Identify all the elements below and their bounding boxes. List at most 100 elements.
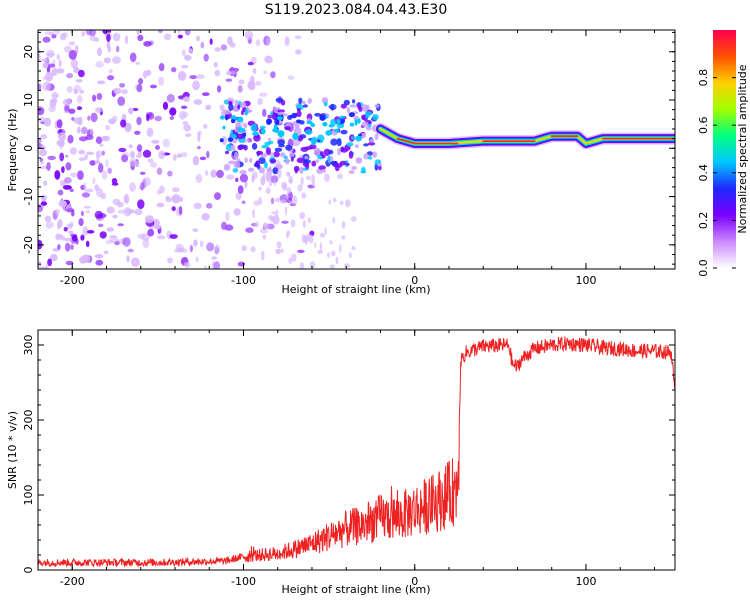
transition-blob bbox=[304, 156, 309, 160]
noise-blob bbox=[97, 223, 104, 228]
streak-blob bbox=[337, 174, 340, 179]
noise-blob bbox=[142, 238, 150, 249]
noise-blob bbox=[131, 257, 140, 267]
noise-blob bbox=[107, 75, 115, 81]
transition-blob bbox=[272, 167, 279, 175]
noise-blob bbox=[57, 189, 64, 196]
noise-blob bbox=[45, 71, 54, 82]
noise-blob bbox=[71, 234, 78, 242]
transition-blob bbox=[244, 108, 248, 116]
noise-blob bbox=[73, 117, 81, 124]
noise-blob bbox=[170, 67, 177, 73]
noise-blob bbox=[177, 34, 183, 39]
noise-blob bbox=[38, 83, 42, 91]
noise-blob bbox=[211, 256, 217, 260]
streak-blob bbox=[328, 199, 331, 205]
noise-blob bbox=[193, 202, 202, 210]
transition-blob bbox=[232, 129, 236, 135]
noise-blob bbox=[270, 71, 276, 79]
streak-blob bbox=[331, 250, 336, 257]
noise-blob bbox=[143, 41, 152, 47]
noise-blob bbox=[127, 248, 134, 253]
noise-blob bbox=[250, 246, 256, 253]
noise-blob bbox=[203, 265, 208, 269]
noise-blob bbox=[96, 93, 103, 100]
noise-blob bbox=[82, 226, 89, 237]
noise-blob bbox=[40, 201, 48, 206]
noise-blob bbox=[231, 70, 236, 75]
streak-blob bbox=[307, 217, 312, 224]
noise-blob bbox=[202, 92, 210, 96]
noise-blob bbox=[90, 112, 98, 123]
streak-blob bbox=[287, 172, 291, 177]
noise-blob bbox=[101, 170, 108, 180]
noise-blob bbox=[65, 162, 72, 171]
noise-blob bbox=[197, 130, 203, 136]
colorbar-tick-label: 0.0 bbox=[697, 259, 710, 277]
transition-blob bbox=[363, 153, 370, 160]
transition-blob bbox=[351, 166, 357, 170]
noise-blob bbox=[94, 184, 99, 191]
transition-blob bbox=[261, 144, 269, 149]
noise-blob bbox=[165, 197, 173, 203]
noise-blob bbox=[78, 69, 85, 78]
noise-blob bbox=[247, 61, 254, 66]
noise-blob bbox=[65, 260, 74, 266]
noise-blob bbox=[95, 136, 103, 144]
noise-blob bbox=[105, 239, 114, 245]
transition-blob bbox=[277, 109, 285, 113]
noise-blob bbox=[85, 240, 90, 247]
transition-blob bbox=[368, 141, 376, 146]
streak-blob bbox=[266, 176, 271, 183]
noise-blob bbox=[128, 107, 134, 115]
x-tick-label: -200 bbox=[60, 274, 85, 287]
noise-blob bbox=[71, 210, 75, 217]
noise-blob bbox=[101, 150, 105, 156]
noise-blob bbox=[189, 244, 193, 253]
noise-blob bbox=[117, 223, 124, 227]
noise-blob bbox=[140, 181, 145, 191]
transition-blob bbox=[299, 166, 304, 175]
streak-blob bbox=[324, 227, 327, 236]
noise-blob bbox=[59, 143, 63, 150]
noise-blob bbox=[134, 160, 139, 167]
transition-blob bbox=[361, 121, 369, 128]
transition-blob bbox=[340, 147, 348, 153]
noise-blob bbox=[69, 147, 78, 155]
noise-blob bbox=[47, 155, 56, 161]
noise-blob bbox=[65, 242, 71, 252]
noise-blob bbox=[99, 231, 107, 239]
noise-blob bbox=[259, 228, 269, 234]
streak-blob bbox=[258, 186, 262, 191]
noise-blob bbox=[124, 35, 129, 45]
snr-x-tick-label: 0 bbox=[411, 575, 418, 588]
noise-blob bbox=[244, 30, 254, 40]
noise-blob bbox=[38, 54, 41, 62]
transition-blob bbox=[287, 115, 293, 120]
noise-blob bbox=[237, 85, 243, 93]
noise-blob bbox=[130, 151, 135, 159]
noise-blob bbox=[126, 255, 130, 263]
noise-blob bbox=[147, 158, 154, 163]
noise-blob bbox=[143, 70, 148, 79]
x-tick-label: 0 bbox=[411, 274, 418, 287]
transition-blob bbox=[236, 133, 244, 140]
noise-blob bbox=[152, 218, 160, 227]
transition-blob bbox=[367, 156, 373, 160]
noise-blob bbox=[266, 37, 270, 47]
noise-blob bbox=[162, 101, 169, 110]
transition-blob bbox=[240, 101, 247, 110]
noise-blob bbox=[142, 177, 152, 187]
transition-blob bbox=[251, 142, 258, 150]
streak-blob bbox=[290, 219, 296, 228]
transition-blob bbox=[280, 99, 286, 106]
noise-blob bbox=[57, 244, 61, 250]
noise-blob bbox=[182, 121, 189, 126]
noise-blob bbox=[63, 227, 68, 232]
noise-blob bbox=[117, 209, 127, 214]
streak-blob bbox=[341, 221, 346, 229]
bright-blob bbox=[219, 138, 224, 143]
streak-blob bbox=[276, 241, 282, 249]
colorbar-gradient bbox=[713, 30, 736, 268]
noise-blob bbox=[71, 117, 75, 121]
